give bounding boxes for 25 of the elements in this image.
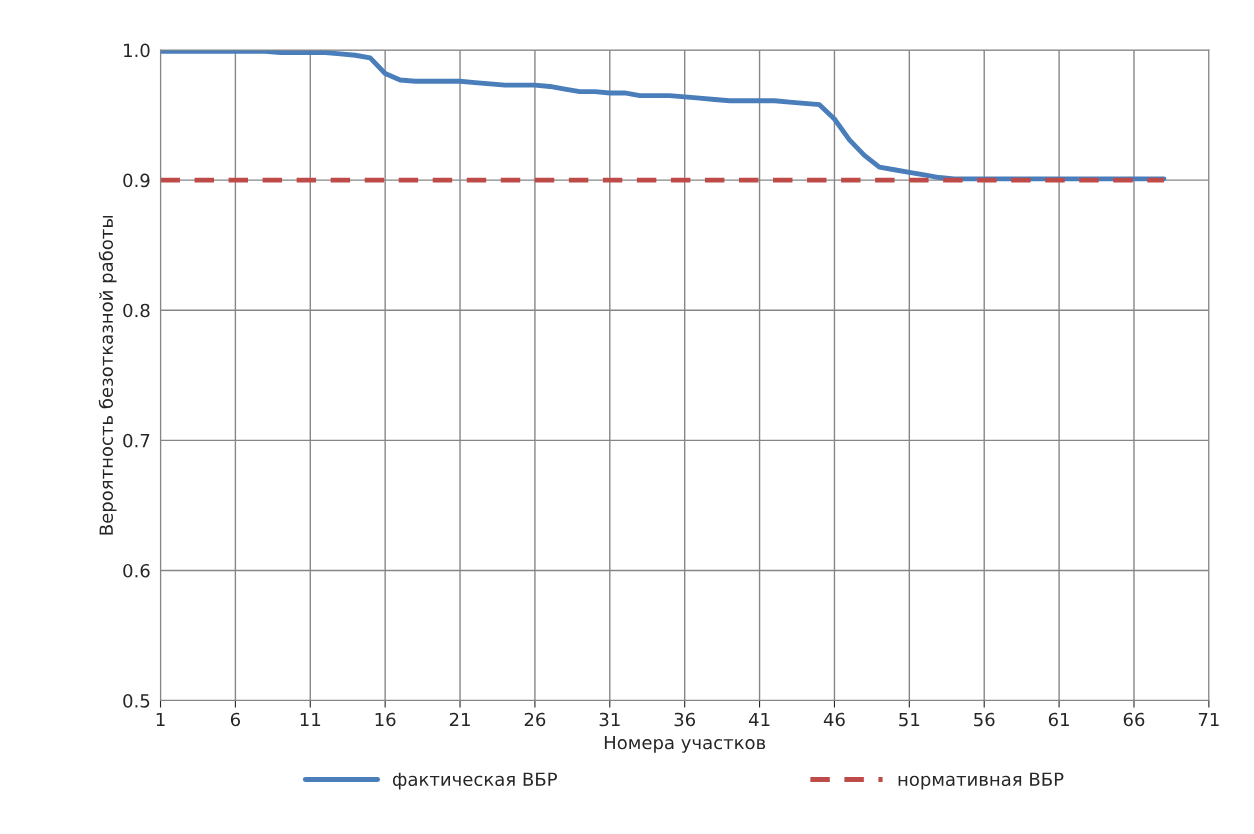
- legend-label: нормативная ВБР: [898, 772, 1064, 790]
- x-tick-label: 16: [375, 712, 396, 727]
- y-tick-label: 0.8: [123, 303, 150, 318]
- y-tick-label: 1.0: [124, 43, 150, 58]
- y-axis-title: Вероятность безотказной работы: [98, 215, 117, 535]
- y-tick-label: 0.9: [123, 173, 150, 188]
- x-tick-label: 1: [156, 712, 165, 727]
- y-tick-label: 0.6: [123, 563, 150, 578]
- x-tick-label: 26: [524, 712, 546, 727]
- x-tick-label: 66: [1123, 712, 1145, 727]
- x-tick-label: 46: [823, 712, 845, 727]
- x-axis-title: Номера участков: [604, 735, 766, 753]
- x-tick-label: 21: [449, 712, 470, 727]
- y-tick-label: 0.5: [123, 694, 150, 708]
- x-tick-label: 51: [899, 712, 920, 727]
- x-tick-label: 56: [974, 712, 995, 727]
- x-tick-label: 6: [230, 712, 240, 727]
- y-tick-label: 0.7: [123, 433, 150, 448]
- x-tick-label: 41: [748, 712, 770, 727]
- x-tick-label: 36: [674, 712, 696, 727]
- x-tick-label: 61: [1048, 712, 1069, 727]
- x-tick-label: 71: [1198, 712, 1219, 727]
- x-tick-label: 11: [300, 712, 321, 727]
- x-tick-label: 31: [599, 712, 620, 727]
- legend-label: фактическая ВБР: [392, 772, 557, 790]
